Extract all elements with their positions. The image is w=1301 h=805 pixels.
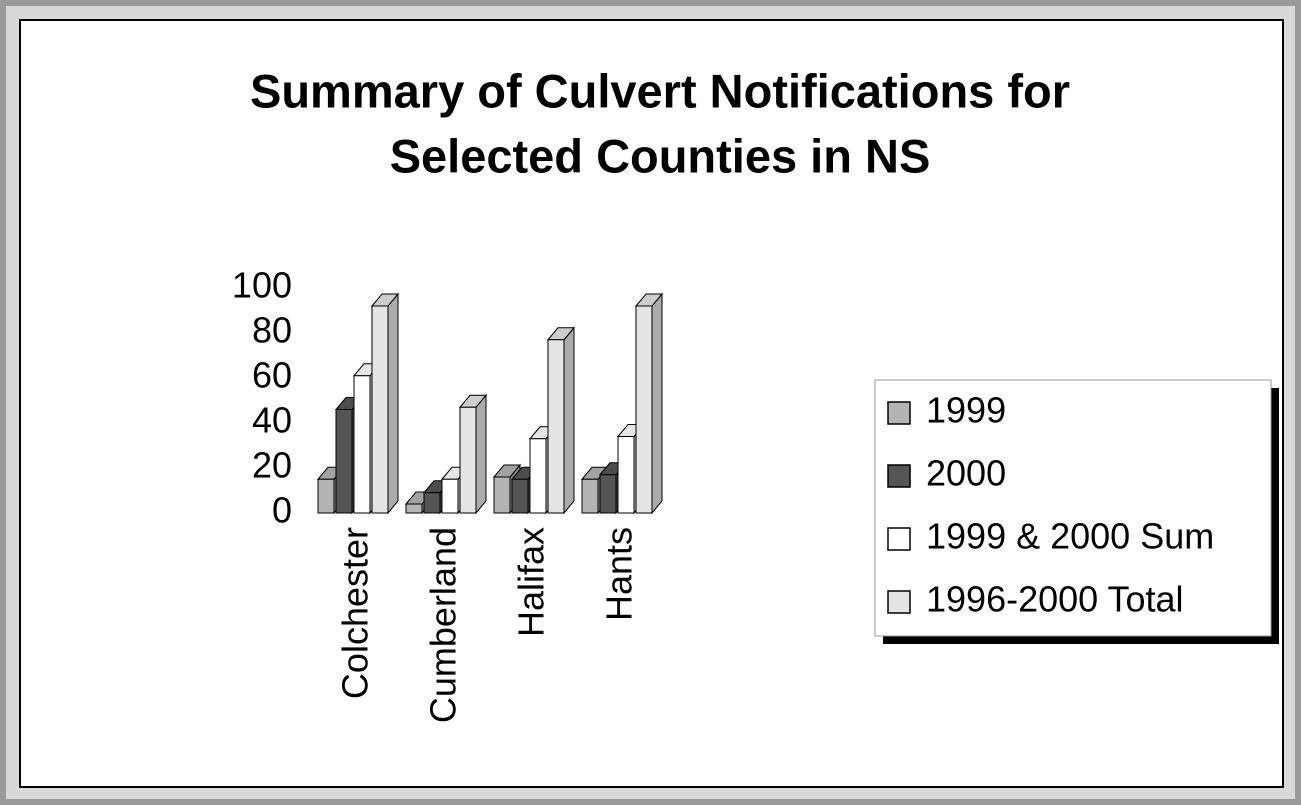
y-tick-label: 20 bbox=[252, 445, 292, 486]
x-tick-label: Colchester bbox=[335, 527, 376, 699]
bar-side bbox=[475, 393, 487, 515]
y-tick-label: 40 bbox=[252, 400, 292, 441]
bar bbox=[458, 393, 488, 515]
bar bbox=[634, 292, 664, 515]
bar-front bbox=[405, 503, 423, 514]
bar-front bbox=[317, 478, 335, 514]
y-tick-label: 100 bbox=[232, 265, 292, 306]
bar-front bbox=[529, 438, 547, 514]
bar-side bbox=[387, 292, 399, 515]
bar-front bbox=[617, 436, 635, 514]
legend-swatch bbox=[887, 401, 911, 425]
legend bbox=[874, 379, 1272, 637]
x-tick-label: Hants bbox=[599, 527, 640, 621]
bar-side bbox=[563, 326, 575, 515]
bar-front bbox=[459, 406, 477, 514]
bar-front bbox=[635, 305, 653, 514]
legend-swatch bbox=[887, 464, 911, 488]
legend-swatch bbox=[887, 527, 911, 551]
legend-swatch bbox=[887, 590, 911, 614]
bar-front bbox=[371, 305, 389, 514]
y-tick-label: 0 bbox=[272, 490, 292, 531]
bar-front bbox=[493, 476, 511, 514]
x-tick-label: Cumberland bbox=[423, 527, 464, 723]
chart-title: Summary of Culvert Notifications for bbox=[250, 64, 1070, 117]
bar bbox=[546, 326, 576, 515]
bar-front bbox=[423, 492, 441, 514]
legend-label: 1999 & 2000 Sum bbox=[926, 516, 1214, 557]
chart-title: Selected Counties in NS bbox=[390, 129, 931, 182]
bar-front bbox=[353, 375, 371, 514]
x-tick-label: Halifax bbox=[511, 527, 552, 637]
y-tick-label: 80 bbox=[252, 310, 292, 351]
legend-label: 1999 bbox=[926, 390, 1006, 431]
bar-front bbox=[441, 478, 459, 514]
bar bbox=[370, 292, 400, 515]
bar-front bbox=[599, 474, 617, 514]
bar-front bbox=[581, 478, 599, 514]
bar-front bbox=[547, 339, 565, 514]
legend-label: 2000 bbox=[926, 453, 1006, 494]
legend-label: 1996-2000 Total bbox=[926, 579, 1184, 620]
bar-front bbox=[511, 478, 529, 514]
y-tick-label: 60 bbox=[252, 355, 292, 396]
bar-front bbox=[335, 409, 353, 514]
bar-side bbox=[651, 292, 663, 515]
